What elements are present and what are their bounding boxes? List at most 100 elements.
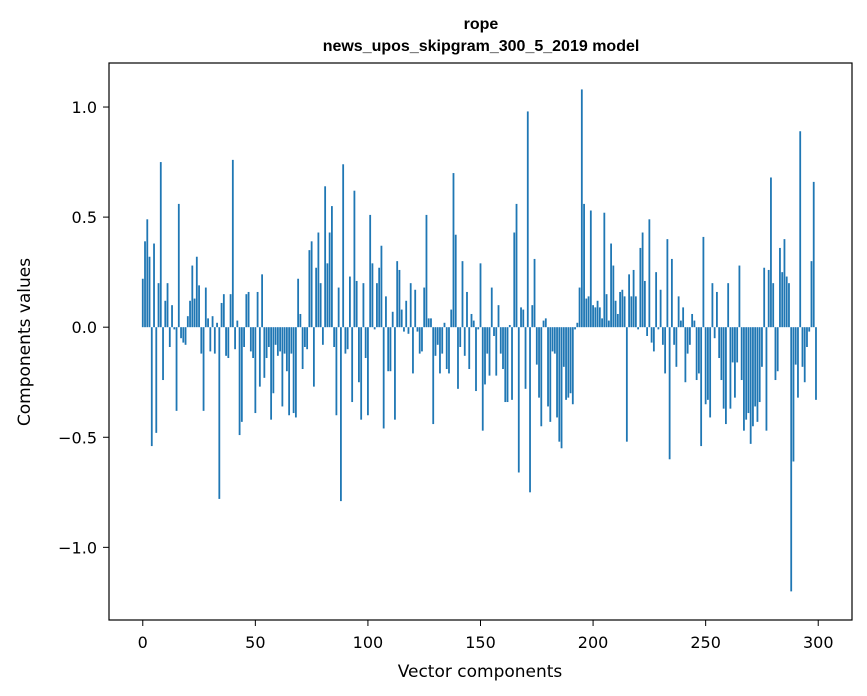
bar-component-163: [508, 324, 511, 328]
bar-component-69: [297, 278, 300, 328]
bar-component-40: [231, 159, 234, 328]
bar-component-25: [198, 285, 200, 328]
bar-component-129: [432, 327, 435, 425]
bar-component-177: [540, 327, 543, 427]
bar-component-180: [547, 327, 549, 407]
bar-component-23: [193, 298, 196, 328]
bar-component-195: [580, 89, 583, 328]
bar-component-283: [779, 247, 781, 328]
bar-component-178: [542, 320, 545, 328]
bar-component-242: [686, 327, 689, 354]
bar-component-140: [457, 327, 459, 389]
bar-component-165: [513, 232, 516, 328]
bar-component-109: [387, 327, 390, 372]
bar-component-277: [765, 327, 768, 431]
bar-component-171: [526, 111, 529, 328]
bar-component-162: [506, 327, 509, 403]
bar-component-153: [486, 327, 489, 354]
bar-component-164: [511, 327, 513, 400]
bar-component-122: [416, 327, 419, 332]
bar-component-240: [682, 307, 685, 328]
bar-component-38: [227, 327, 230, 359]
bar-component-219: [634, 296, 637, 328]
bar-component-7: [157, 283, 160, 328]
bar-component-2: [146, 219, 149, 328]
x-tick-label: 150: [465, 633, 496, 652]
bar-component-32: [213, 327, 216, 354]
bar-component-192: [574, 327, 576, 330]
bar-component-197: [585, 298, 588, 328]
bar-component-279: [770, 177, 772, 328]
y-axis-ticks: −1.0 −0.5 0.0 0.5 1.0: [58, 98, 109, 557]
bar-component-70: [299, 313, 302, 328]
bar-component-225: [648, 219, 651, 328]
bar-component-286: [785, 276, 788, 328]
bar-component-97: [360, 327, 363, 420]
bar-component-270: [749, 327, 752, 444]
bar-component-239: [679, 320, 682, 328]
bar-component-267: [743, 327, 745, 431]
bar-component-158: [497, 305, 500, 328]
bar-component-44: [240, 327, 243, 422]
bar-component-22: [191, 265, 194, 328]
bar-component-39: [229, 294, 232, 328]
bar-component-155: [490, 287, 493, 328]
bar-component-66: [290, 327, 293, 354]
bar-component-72: [303, 327, 306, 347]
bar-component-100: [367, 327, 369, 416]
bar-component-99: [364, 327, 367, 359]
bar-component-75: [310, 241, 313, 328]
bar-component-71: [301, 327, 304, 370]
bar-component-205: [603, 212, 606, 328]
bar-component-27: [202, 327, 205, 411]
bar-component-61: [279, 327, 282, 352]
bar-component-262: [731, 327, 734, 363]
bar-component-95: [355, 280, 358, 328]
bar-component-139: [454, 234, 457, 328]
bar-component-179: [544, 318, 547, 328]
bar-component-273: [756, 327, 759, 422]
bar-component-212: [619, 291, 621, 328]
bar-component-127: [427, 318, 430, 328]
bar-component-124: [421, 327, 423, 352]
bar-component-59: [274, 327, 277, 345]
bar-component-87: [337, 287, 340, 328]
bar-component-132: [439, 327, 441, 374]
bar-component-146: [470, 313, 473, 328]
bar-component-254: [713, 327, 716, 339]
bar-component-287: [788, 283, 790, 328]
bar-component-14: [173, 327, 176, 330]
bar-component-214: [623, 296, 626, 328]
bar-component-102: [371, 263, 374, 328]
bar-component-64: [285, 327, 288, 372]
bar-component-238: [677, 296, 680, 328]
bar-component-13: [171, 305, 173, 328]
bar-component-284: [781, 272, 784, 328]
bar-component-259: [725, 327, 727, 425]
bar-component-191: [571, 327, 574, 405]
bar-component-33: [216, 322, 218, 328]
bar-component-226: [650, 327, 653, 343]
bar-component-145: [468, 327, 471, 370]
bar-component-200: [592, 305, 594, 328]
bar-component-265: [738, 265, 741, 328]
x-tick-label: 100: [353, 633, 384, 652]
bar-component-173: [531, 305, 534, 328]
bar-component-20: [186, 316, 189, 328]
bar-component-120: [412, 327, 414, 374]
bar-component-222: [641, 232, 644, 328]
bar-component-294: [803, 327, 806, 383]
bar-component-46: [245, 294, 248, 328]
bar-component-161: [504, 327, 507, 403]
bar-component-5: [153, 243, 155, 328]
bar-component-241: [684, 327, 687, 383]
bar-component-50: [254, 327, 257, 414]
bar-component-194: [578, 287, 581, 328]
bar-component-236: [673, 327, 676, 345]
bar-component-147: [472, 320, 475, 328]
x-tick-label: 0: [138, 633, 148, 652]
bar-component-26: [200, 327, 203, 354]
bar-component-133: [441, 327, 444, 354]
bar-component-6: [155, 327, 158, 433]
bar-component-282: [776, 327, 779, 372]
